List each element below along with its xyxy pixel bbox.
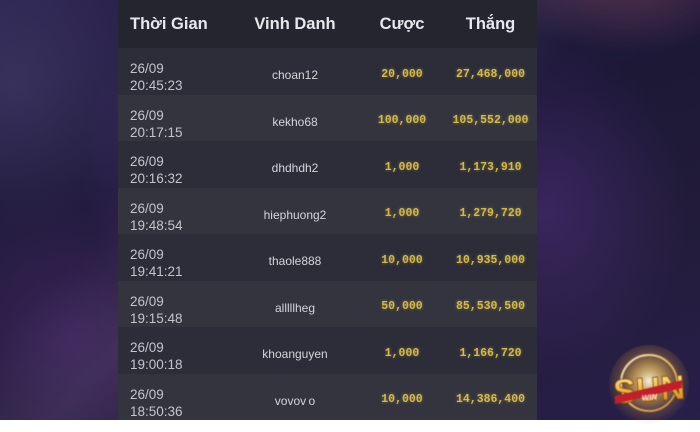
- svg-text:WIN: WIN: [641, 392, 657, 402]
